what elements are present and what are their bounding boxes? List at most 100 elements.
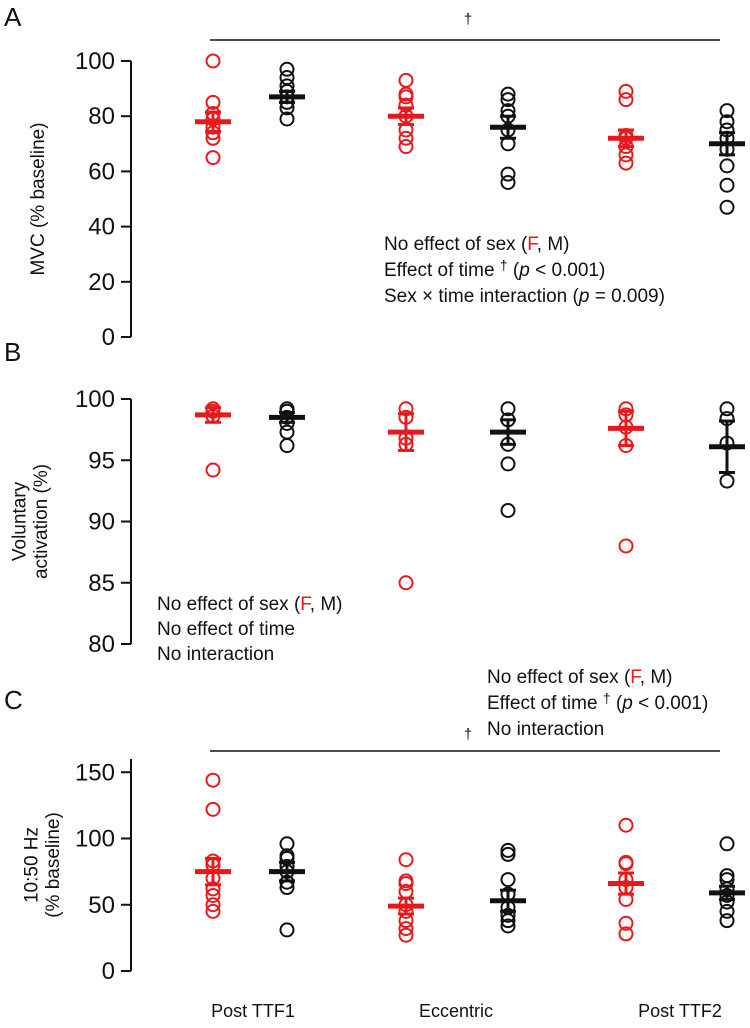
y-axis-label: Voluntaryactivation (%) (9, 464, 52, 579)
annotation-text: Sex × time interaction ( (384, 286, 580, 307)
data-point-f (618, 854, 634, 870)
data-point-f (618, 92, 634, 108)
panel-letter: C (4, 685, 23, 715)
stat-annotation: No effect of time (157, 619, 295, 640)
data-point-m (279, 922, 295, 938)
data-point-f (205, 887, 221, 903)
data-point-f (398, 873, 414, 889)
data-point-m (719, 199, 735, 215)
axes (121, 60, 132, 972)
panel-letter: A (4, 2, 22, 32)
annotation-p: p (621, 693, 633, 714)
annotation-dagger: † (603, 690, 611, 706)
data-point-m (719, 913, 735, 929)
stat-annotation: No interaction (487, 719, 604, 740)
data-point-m (500, 502, 516, 518)
data-point-m (500, 166, 516, 182)
legend-text: , (310, 594, 321, 615)
y-axis-label: 10:50 Hz(% baseline) (21, 812, 64, 918)
legend-female: F (527, 234, 538, 255)
annotation-text: = 0.009) (589, 286, 665, 307)
data-point-f (205, 94, 221, 110)
group-means (195, 89, 745, 916)
data-point-f (398, 921, 414, 937)
data-point-f (205, 801, 221, 817)
y-axis-label-line: MVC (% baseline) (28, 122, 49, 275)
data-point-f (618, 926, 634, 942)
legend-male: M (320, 594, 336, 615)
legend-text: ) (563, 234, 569, 255)
data-point-f (398, 72, 414, 88)
y-tick-label: 0 (102, 958, 115, 985)
y-axis-label-line: activation (%) (31, 464, 52, 579)
y-tick-label: 100 (75, 826, 115, 853)
y-tick-label: 100 (75, 48, 115, 75)
data-point-m (719, 473, 735, 489)
data-point-m (279, 61, 295, 77)
data-point-f (205, 897, 221, 913)
y-tick-label: 0 (102, 324, 115, 351)
time-effect-dagger: † (464, 726, 472, 743)
data-point-m (719, 401, 735, 417)
annotation-text: ( (508, 260, 520, 281)
y-tick-label: 100 (75, 386, 115, 413)
data-point-f (618, 538, 634, 554)
data-point-f (618, 147, 634, 163)
annotation-dagger: † (500, 257, 508, 273)
legend-text: No effect of sex ( (384, 234, 528, 255)
legend-text: , (640, 667, 651, 688)
stat-annotation: No effect of sex (F, M) (384, 234, 570, 255)
data-point-m (719, 868, 735, 884)
y-tick-label: 90 (88, 509, 115, 536)
data-point-f (398, 852, 414, 868)
data-point-m (279, 424, 295, 440)
y-tick-label: 80 (88, 631, 115, 658)
y-tick-label: 150 (75, 759, 115, 786)
data-point-m (500, 918, 516, 934)
x-category-label: Eccentric (419, 1001, 493, 1021)
data-point-f (398, 130, 414, 146)
y-axis-label-line: Voluntary (9, 481, 30, 561)
data-point-m (500, 872, 516, 888)
data-point-m (719, 103, 735, 119)
data-point-m (500, 842, 516, 858)
data-point-m (500, 846, 516, 862)
data-point-f (205, 462, 221, 478)
annotation-text: Effect of time (384, 260, 500, 281)
y-axis-label-line: 10:50 Hz (21, 827, 42, 903)
annotation-text: < 0.001) (633, 693, 709, 714)
stat-annotation: Sex × time interaction (p = 0.009) (384, 286, 665, 307)
x-category-label: Post TTF1 (211, 1001, 295, 1021)
stat-annotation: No interaction (157, 644, 274, 665)
data-point-f (205, 903, 221, 919)
time-effect-dagger: † (464, 11, 472, 28)
data-point-m (719, 158, 735, 174)
annotation-p: p (518, 260, 530, 281)
data-point-f (205, 772, 221, 788)
legend-text: No effect of sex ( (157, 594, 301, 615)
data-point-m (500, 456, 516, 472)
stat-annotation: No effect of sex (F, M) (157, 594, 343, 615)
annotation-text: ( (611, 693, 623, 714)
data-point-m (279, 836, 295, 852)
data-point-f (618, 155, 634, 171)
annotation-p: p (578, 286, 590, 307)
stat-annotation: Effect of time † (p < 0.001) (487, 690, 708, 714)
data-point-m (719, 903, 735, 919)
legend-female: F (300, 594, 311, 615)
data-points (205, 53, 735, 943)
text-labels: 0 20 40 60 80 100 A MVC (% baseline) † No effect … (4, 2, 722, 1021)
legend-male: M (547, 234, 563, 255)
data-point-f (618, 817, 634, 833)
data-point-m (719, 177, 735, 193)
y-tick-label: 85 (88, 570, 115, 597)
y-axis-label: MVC (% baseline) (28, 122, 49, 275)
legend-text: , (537, 234, 548, 255)
panel-letter: B (4, 337, 21, 367)
data-point-f (618, 915, 634, 931)
data-point-f (398, 575, 414, 591)
stat-annotation: Effect of time † (p < 0.001) (384, 257, 605, 281)
data-point-f (205, 150, 221, 166)
y-tick-label: 80 (88, 103, 115, 130)
